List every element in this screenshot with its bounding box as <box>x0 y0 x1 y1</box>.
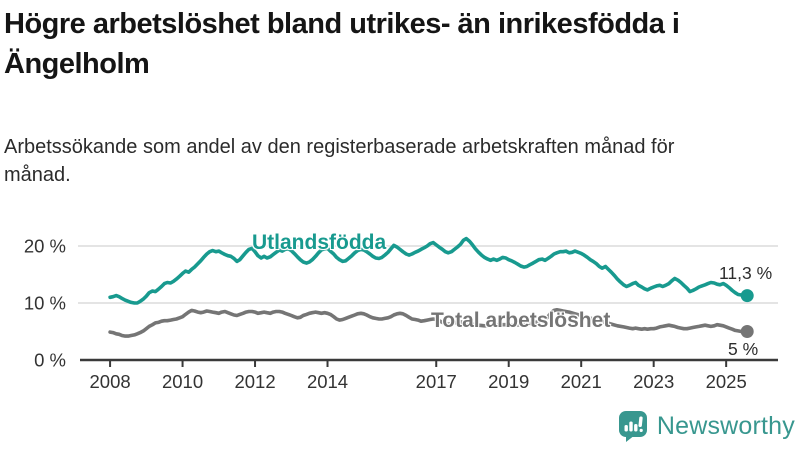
x-tick-label: 2012 <box>234 371 275 392</box>
series-line <box>108 236 750 305</box>
series-label-utlandsfodda: Utlandsfödda <box>252 231 387 254</box>
series-label-total-arbetsloshet: Total arbetslöshet <box>431 309 611 332</box>
page-title: Högre arbetslöshet bland utrikes- än inr… <box>4 8 680 81</box>
end-value-label-utlandsfodda: 11,3 % <box>719 263 773 283</box>
x-tick-label: 2021 <box>561 371 602 392</box>
series-end-dot <box>740 289 754 303</box>
line-chart-canvas: 0 % 10 % 20 % 2008 2010 2012 2014 2017 2019 2021 2… <box>24 236 778 392</box>
x-tick-label: 2008 <box>90 371 131 392</box>
subtitle: Arbetssökande som andel av den registerb… <box>4 136 675 187</box>
x-tick-label: 2023 <box>633 371 674 392</box>
y-tick-label: 0 % <box>34 350 66 371</box>
newsworthy-badge-icon <box>618 411 647 442</box>
newsworthy-logo: Newsworthy <box>618 410 795 443</box>
x-tick-label: 2014 <box>307 371 348 392</box>
end-value-label-total: 5 % <box>728 339 759 359</box>
series-line <box>108 308 750 338</box>
y-tick-label: 20 % <box>24 236 66 257</box>
x-tick-label: 2025 <box>706 371 747 392</box>
x-tick-label: 2010 <box>162 371 203 392</box>
x-tick-label: 2017 <box>416 371 457 392</box>
series-end-dot <box>740 325 754 338</box>
x-tick-label: 2019 <box>488 371 529 392</box>
newsworthy-logo-text: Newsworthy <box>656 412 795 440</box>
y-tick-label: 10 % <box>24 293 66 314</box>
